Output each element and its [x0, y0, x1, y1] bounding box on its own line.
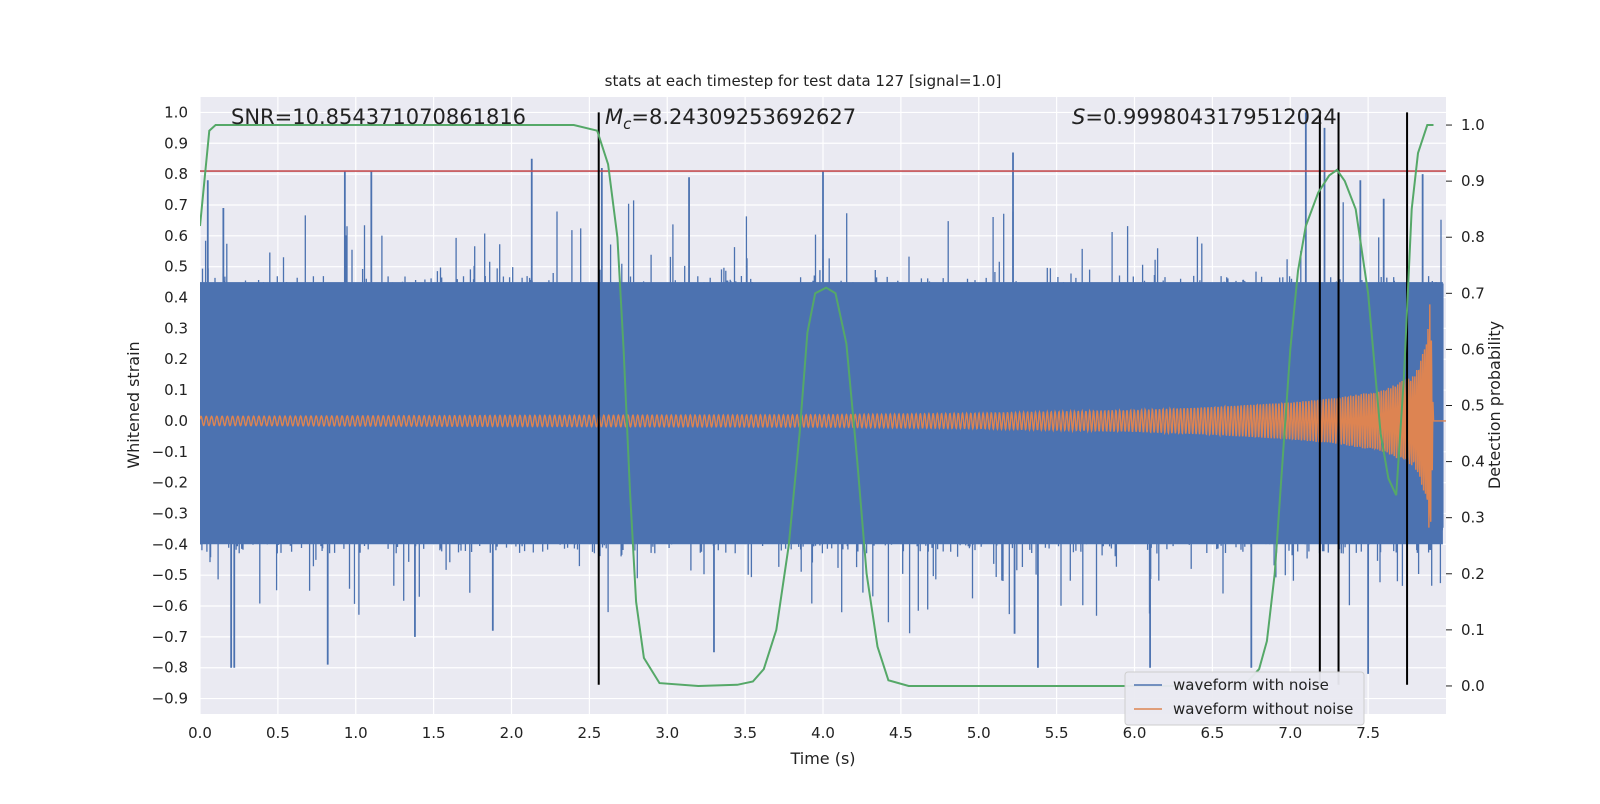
series-waveform-without-noise: [200, 304, 1446, 528]
mc-subscript: c: [623, 115, 632, 133]
annotation-s: S=0.9998043179512024: [1072, 105, 1337, 129]
y-tick-label: −0.3: [152, 504, 188, 522]
mc-symbol: M: [605, 105, 623, 129]
annotation-snr: SNR=10.854371070861816: [231, 105, 526, 129]
x-tick-label: 2.0: [500, 724, 524, 742]
y2-tick-label: 0.9: [1461, 172, 1485, 190]
probability-trace: [200, 124, 1434, 688]
x-tick-label: 2.5: [577, 724, 601, 742]
y-tick-label: 0.4: [164, 289, 188, 307]
x-tick-label: 1.5: [422, 724, 446, 742]
chart-title: stats at each timestep for test data 127…: [605, 72, 1002, 90]
legend: waveform with noise waveform without noi…: [1124, 671, 1365, 726]
y-tick-label: −0.6: [152, 597, 188, 615]
x-tick-label: 0.0: [188, 724, 212, 742]
y-tick-label: 0.0: [164, 412, 188, 430]
x-tick-label: 4.0: [811, 724, 835, 742]
x-axis-label: Time (s): [789, 749, 855, 768]
y2-tick-label: 0.1: [1461, 621, 1485, 639]
s-value: =0.9998043179512024: [1085, 105, 1336, 129]
x-tick-label: 0.5: [266, 724, 290, 742]
y-tick-label: −0.2: [152, 474, 188, 492]
y2-tick-label: 0.0: [1461, 677, 1485, 695]
y-tick-label: −0.5: [152, 566, 188, 584]
y-tick-label: −0.7: [152, 628, 188, 646]
annotation-chirp-mass: Mc=8.24309253692627: [605, 105, 856, 133]
series-detection-probability: [200, 124, 1434, 688]
y2-tick-label: 0.6: [1461, 340, 1485, 358]
y2-tick-label: 0.8: [1461, 228, 1485, 246]
x-tick-label: 1.0: [344, 724, 368, 742]
y-tick-label: 0.6: [164, 227, 188, 245]
y2-tick-label: 0.7: [1461, 284, 1485, 302]
clean-trace: [200, 304, 1446, 528]
x-tick-label: 3.0: [655, 724, 679, 742]
y2-tick-label: 0.4: [1461, 453, 1485, 471]
y-tick-label: −0.4: [152, 535, 188, 553]
y2-axis-label: Detection probability: [1485, 321, 1504, 489]
x-tick-label: 6.0: [1123, 724, 1147, 742]
y-tick-label: 0.7: [164, 196, 188, 214]
y-tick-label: 0.9: [164, 134, 188, 152]
x-tick-label: 5.0: [967, 724, 991, 742]
y2-tick-label: 0.2: [1461, 565, 1485, 583]
s-symbol: S: [1072, 105, 1085, 129]
legend-label-clean: waveform without noise: [1173, 700, 1353, 718]
y-tick-label: 0.3: [164, 319, 188, 337]
y-tick-label: −0.1: [152, 443, 188, 461]
legend-box: [1124, 671, 1365, 726]
x-tick-label: 3.5: [733, 724, 757, 742]
x-tick-label: 6.5: [1200, 724, 1224, 742]
vertical-markers: [597, 112, 1409, 685]
y2-tick-label: 1.0: [1461, 116, 1485, 134]
y-tick-label: 0.1: [164, 381, 188, 399]
legend-label-noise: waveform with noise: [1173, 676, 1329, 694]
x-tick-label: 7.0: [1278, 724, 1302, 742]
y-axis-ticks: 1.0 0.9 0.8 0.7 0.6 0.5 0.4 0.3 0.2 0.1 0.0 −0.1 −0.…: [152, 103, 188, 707]
y-axis-label: Whitened strain: [124, 341, 143, 468]
x-tick-label: 4.5: [889, 724, 913, 742]
y-tick-label: 1.0: [164, 103, 188, 121]
x-tick-label: 5.5: [1045, 724, 1069, 742]
y2-tick-label: 0.5: [1461, 397, 1485, 415]
y-tick-label: −0.8: [152, 659, 188, 677]
mc-value: =8.24309253692627: [631, 105, 856, 129]
x-tick-label: 7.5: [1356, 724, 1380, 742]
y-tick-label: 0.2: [164, 350, 188, 368]
x-axis-ticks: 0.0 0.5 1.0 1.5 2.0 2.5 3.0 3.5 4.0 4.5 5.0 5.5 6.0 6…: [188, 724, 1380, 742]
y2-tick-label: 0.3: [1461, 509, 1485, 527]
y-tick-label: 0.8: [164, 165, 188, 183]
y-tick-label: −0.9: [152, 690, 188, 708]
y2-axis-ticks: 1.0 0.9 0.8 0.7 0.6 0.5 0.4 0.3 0.2 0.1 0.0: [1446, 116, 1485, 695]
y-tick-label: 0.5: [164, 258, 188, 276]
